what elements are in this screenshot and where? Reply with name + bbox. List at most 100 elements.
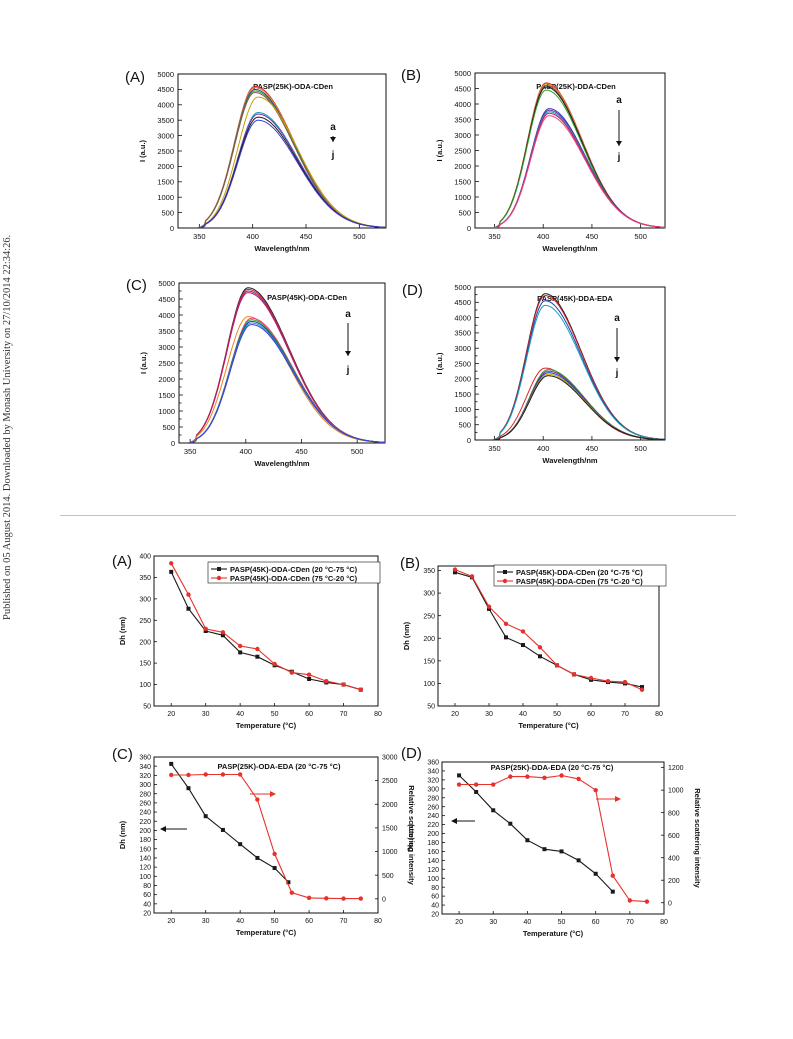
data-point-circle xyxy=(272,851,277,857)
x-tick-label: 70 xyxy=(626,919,634,926)
y-tick-label: 120 xyxy=(427,867,439,874)
y-tick-label: 80 xyxy=(431,885,439,892)
y-tick-label: 3000 xyxy=(454,131,471,140)
temperature-panel-0: 50 100 150 200 250 300 350 400 20 30 40 50 60 70 80 Tem… xyxy=(112,553,382,730)
data-point-circle xyxy=(186,772,191,778)
y-axis-label: I (a.u.) xyxy=(139,351,148,374)
y-tick-label: 200 xyxy=(427,831,439,838)
data-point-circle xyxy=(324,896,329,901)
data-point-square xyxy=(203,814,208,819)
x-tick-label: 50 xyxy=(558,919,566,926)
y-tick-label: 4000 xyxy=(454,100,471,109)
x-axis-label: Temperature (°C) xyxy=(236,928,297,937)
data-point-circle xyxy=(610,873,615,878)
spectrum-curves xyxy=(493,82,665,228)
x-axis-label: Wavelength/nm xyxy=(542,244,597,253)
data-point-circle xyxy=(452,567,458,572)
spectrum-curve-j xyxy=(188,324,385,443)
x-tick-label: 350 xyxy=(488,444,501,453)
y-tick-label: 4500 xyxy=(158,295,175,304)
panel-label: (C) xyxy=(112,746,133,763)
y-tick-label: 4500 xyxy=(157,85,174,94)
arrow-start-label: a xyxy=(330,122,336,133)
data-point-circle xyxy=(289,890,295,895)
y-axis-label: Dh (nm) xyxy=(406,823,415,852)
x-tick-label: 50 xyxy=(271,918,279,925)
y-tick-label: 40 xyxy=(431,903,439,910)
x-tick-label: 20 xyxy=(167,711,175,718)
data-point-square xyxy=(504,635,508,640)
x-tick-label: 350 xyxy=(184,447,197,456)
x-tick-label: 20 xyxy=(455,919,463,926)
data-point-square xyxy=(576,858,581,863)
y-tick-label: 4000 xyxy=(157,101,174,110)
x-tick-label: 40 xyxy=(236,711,244,718)
down-arrow-head xyxy=(616,141,622,146)
panel-label: (A) xyxy=(112,553,132,570)
x-axis-label: Temperature (°C) xyxy=(523,929,584,938)
x-tick-label: 450 xyxy=(586,444,599,453)
spectrum-curves xyxy=(493,293,665,440)
panel-label: (D) xyxy=(401,745,422,762)
legend-label: PASP(45K)-ODA-CDen (20 °C-75 °C) xyxy=(230,565,358,574)
panel-label: (C) xyxy=(126,277,147,294)
y2-tick-label: 1500 xyxy=(382,826,398,833)
x-tick-label: 450 xyxy=(586,232,599,241)
y-tick-label: 300 xyxy=(423,591,435,598)
y-tick-label: 150 xyxy=(139,661,151,668)
x-axis-label: Temperature (°C) xyxy=(236,721,297,730)
y-tick-label: 240 xyxy=(427,813,439,820)
temperature-panel-2: 2040608010012014016018020022024026028030… xyxy=(112,746,416,937)
x-axis-label: Wavelength/nm xyxy=(254,459,309,468)
data-point-square xyxy=(186,786,191,791)
data-point-square xyxy=(255,654,260,659)
data-point-circle xyxy=(622,679,628,685)
data-point-square xyxy=(525,838,530,843)
spectrum-curve-j xyxy=(198,119,386,228)
y-tick-label: 50 xyxy=(427,704,435,711)
y-tick-label: 120 xyxy=(139,865,151,872)
right-axis-arrow-head xyxy=(270,791,276,797)
plot-frame xyxy=(441,761,665,915)
temperature-panel-1: 50 100 150 200 250 300 350 20 30 40 50 60 70 80 Temper… xyxy=(400,555,667,730)
x-tick-label: 20 xyxy=(167,918,175,925)
y-tick-label: 250 xyxy=(423,613,435,620)
y-tick-label: 260 xyxy=(139,800,151,807)
data-point-circle xyxy=(503,621,509,627)
data-point-circle xyxy=(605,678,611,684)
data-point-circle xyxy=(255,797,260,802)
y2-tick-label: 1000 xyxy=(382,849,398,856)
right-axis-arrow-head xyxy=(615,796,621,802)
x-tick-label: 450 xyxy=(300,232,313,241)
left-axis-arrow-head xyxy=(160,826,166,832)
data-point-square xyxy=(508,821,513,826)
y-tick-label: 100 xyxy=(139,682,151,689)
data-point-circle xyxy=(220,772,226,777)
arrow-end-label: j xyxy=(346,365,350,376)
y-tick-label: 280 xyxy=(427,795,439,802)
y-tick-label: 220 xyxy=(427,822,439,829)
y-tick-label: 360 xyxy=(427,760,439,767)
data-point-circle xyxy=(639,687,645,692)
series-line-1 xyxy=(459,774,647,903)
y-tick-label: 300 xyxy=(139,596,151,603)
y-tick-label: 2500 xyxy=(454,146,471,155)
down-arrow-head xyxy=(614,357,620,362)
y-axis-label: Dh (nm) xyxy=(118,820,127,849)
y-tick-label: 3500 xyxy=(454,115,471,124)
y-tick-label: 140 xyxy=(139,856,151,863)
x-tick-label: 20 xyxy=(451,711,459,718)
y-axis-label: Dh (nm) xyxy=(402,621,411,650)
y-tick-label: 2500 xyxy=(157,147,174,156)
data-point-circle xyxy=(508,774,513,779)
y-tick-label: 3000 xyxy=(157,131,174,140)
data-point-circle xyxy=(559,773,564,778)
x-tick-label: 40 xyxy=(519,711,527,718)
data-point-circle xyxy=(473,782,479,787)
temperature-panel-3: 2040608010012014016018020022024026028030… xyxy=(401,745,702,938)
panel-label: (A) xyxy=(125,69,145,86)
data-point-square xyxy=(542,847,547,852)
data-point-circle xyxy=(203,772,208,777)
data-point-square xyxy=(238,650,243,655)
